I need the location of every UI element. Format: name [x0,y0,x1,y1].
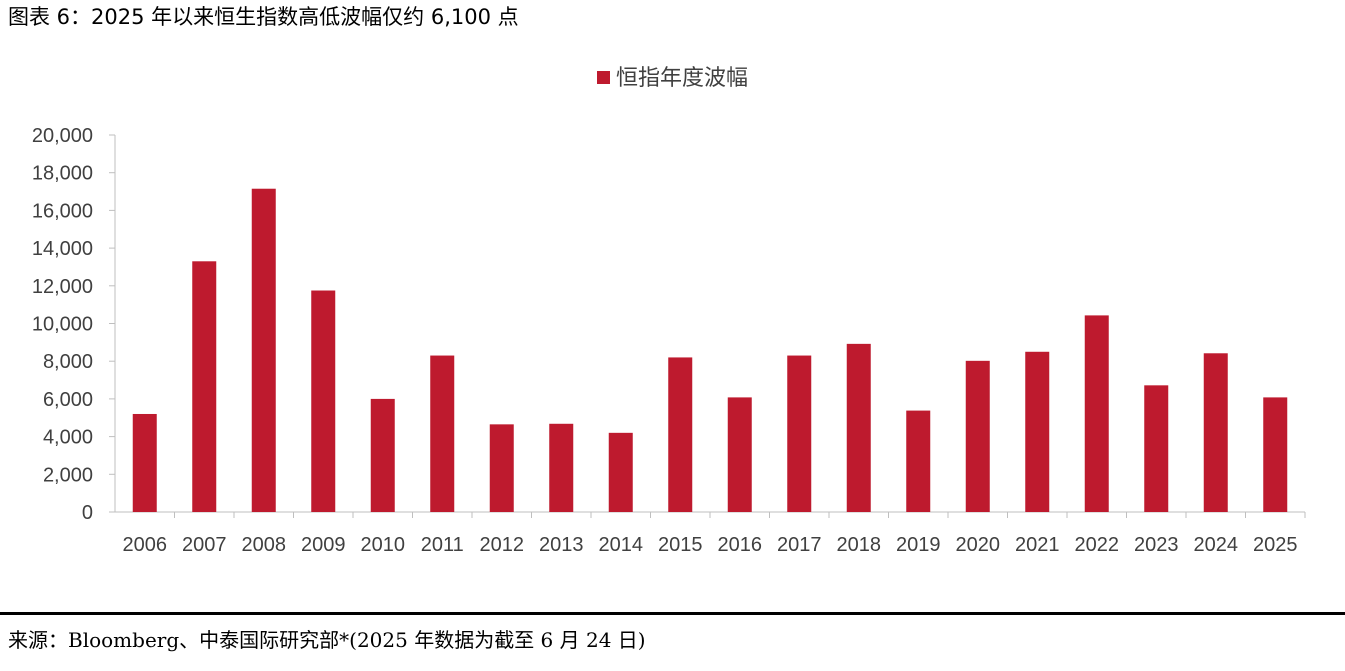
bar-2011 [430,355,455,512]
x-tick-label: 2022 [1075,534,1120,556]
bar-2023 [1144,385,1169,512]
y-tick-label: 12,000 [32,276,93,298]
y-tick-label: 8,000 [43,351,93,373]
chart-axes [114,135,1305,513]
y-tick-label: 6,000 [43,389,93,411]
bar-2009 [311,290,336,512]
bar-2006 [132,413,157,512]
x-tick-label: 2010 [361,534,406,556]
y-tick-label: 2,000 [43,464,93,486]
y-tick-label: 20,000 [32,125,93,147]
chart-legend: 恒指年度波幅 [597,65,748,90]
x-tick-label: 2012 [480,534,525,556]
source-note: 来源：Bloomberg、中泰国际研究部*(2025 年数据为截至 6 月 24… [8,628,646,652]
x-tick-label: 2013 [539,534,584,556]
x-tick-label: 2006 [123,534,168,556]
bar-2012 [489,424,514,512]
y-tick-label: 14,000 [32,238,93,260]
bar-2019 [906,410,931,512]
bar-2024 [1203,353,1228,512]
bar-2007 [192,261,217,512]
figure-title: 图表 6：2025 年以来恒生指数高低波幅仅约 6,100 点 [8,5,519,29]
x-tick-label: 2024 [1194,534,1239,556]
bar-2025 [1263,397,1288,512]
bar-2013 [549,423,574,512]
chart-bars [132,188,1288,512]
x-tick-label: 2018 [837,534,882,556]
bar-2014 [608,432,633,512]
bar-2022 [1084,315,1109,512]
bar-2016 [727,397,752,512]
x-tick-label: 2017 [777,534,822,556]
x-tick-label: 2020 [956,534,1001,556]
x-axis-ticks: 2006 2007 2008 2009 2010 2011 2012 2013 2014 2015… [123,512,1306,556]
y-tick-label: 16,000 [32,200,93,222]
x-tick-label: 2021 [1015,534,1060,556]
x-tick-label: 2016 [718,534,763,556]
bar-2008 [251,188,276,512]
x-tick-label: 2007 [182,534,227,556]
bar-2018 [846,343,871,512]
bar-chart: 恒指年度波幅 0 2,000 4,000 6,000 8,000 10,000 12,000… [32,65,1306,556]
bar-2020 [965,360,990,512]
bar-2021 [1025,351,1050,512]
x-tick-label: 2008 [242,534,287,556]
x-tick-label: 2025 [1253,534,1298,556]
bar-2010 [370,398,395,512]
x-tick-label: 2023 [1134,534,1179,556]
legend-label: 恒指年度波幅 [616,65,748,90]
legend-swatch [597,71,610,84]
y-tick-label: 18,000 [32,163,93,185]
y-axis-ticks: 0 2,000 4,000 6,000 8,000 10,000 12,000 14,000 1… [32,125,115,524]
x-tick-label: 2009 [301,534,346,556]
bar-2017 [787,355,812,512]
bottom-divider [0,612,1345,615]
y-tick-label: 0 [82,502,93,524]
bar-2015 [668,357,693,512]
y-tick-label: 10,000 [32,314,93,336]
x-tick-label: 2015 [658,534,703,556]
x-tick-label: 2014 [599,534,644,556]
x-tick-label: 2011 [421,534,464,556]
y-tick-label: 4,000 [43,427,93,449]
x-tick-label: 2019 [896,534,941,556]
chart-area: 恒指年度波幅 0 2,000 4,000 6,000 8,000 10,000 12,000… [0,40,1345,610]
